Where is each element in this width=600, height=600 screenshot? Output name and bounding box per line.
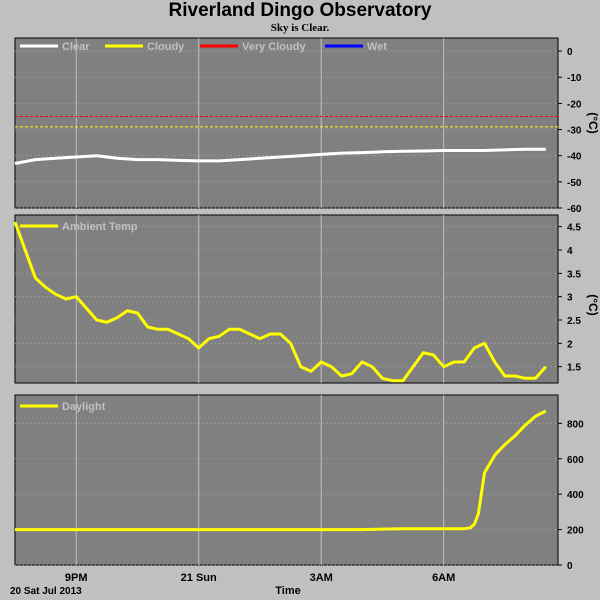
- y-tick-label: 3: [567, 293, 573, 304]
- sky-plot-area: [14, 37, 559, 209]
- sky-grid: [15, 38, 558, 209]
- y-tick-label: -30: [567, 126, 582, 137]
- y-tick-label: 4: [567, 246, 573, 257]
- y-tick-label: -20: [567, 99, 582, 110]
- y-tick-label: 3.5: [567, 269, 581, 280]
- y-tick-label: 0: [567, 47, 573, 58]
- series-line-daylight: [15, 409, 547, 532]
- ambient-unit-label: (°C): [586, 294, 600, 315]
- legend-wet-label: Wet: [367, 41, 387, 53]
- y-tick-label: -10: [567, 73, 582, 84]
- sky-status-subtitle: Sky is Clear.: [270, 22, 330, 34]
- x-tick-6am: 6AM: [432, 572, 455, 584]
- page-title: Riverland Dingo Observatory: [168, 0, 432, 21]
- ambient-y-ticks: 1.5 2 2.5 3 3.5 4 4.5: [558, 223, 581, 374]
- legend-cloudy-label: Cloudy: [147, 41, 185, 53]
- sky-temperature-chart: Clear Cloudy Very Cloudy Wet 0 -10 -20 -30 -…: [14, 37, 600, 215]
- daylight-plot-area: [14, 394, 559, 566]
- legend-clear-label: Clear: [62, 41, 90, 53]
- daylight-chart: Daylight 0 200 400 600 800: [14, 394, 584, 572]
- ambient-grid: [15, 215, 558, 383]
- y-tick-label: 1.5: [567, 363, 581, 374]
- y-tick-label: 400: [567, 490, 584, 501]
- x-tick-21-sun: 21 Sun: [181, 572, 217, 584]
- y-tick-label: 0: [567, 561, 573, 572]
- ambient-legend: Ambient Temp: [20, 221, 138, 233]
- ambient-temperature-chart: Ambient Temp 1.5 2 2.5 3 3.5 4 4.5 (°C): [13, 214, 600, 384]
- y-tick-label: 600: [567, 455, 584, 466]
- y-tick-label: -60: [567, 204, 582, 215]
- y-tick-label: -40: [567, 152, 582, 163]
- ambient-plot-area: [14, 214, 559, 384]
- y-tick-label: 200: [567, 526, 584, 537]
- time-axis: 9PM 21 Sun 3AM 6AM 20 Sat Jul 2013 Time: [10, 572, 455, 597]
- series-line-ambient-temp: [13, 221, 547, 383]
- daylight-y-ticks: 0 200 400 600 800: [558, 419, 584, 572]
- legend-very-cloudy-label: Very Cloudy: [242, 41, 306, 53]
- daylight-legend: Daylight: [20, 401, 106, 413]
- y-tick-label: 4.5: [567, 223, 581, 234]
- date-label: 20 Sat Jul 2013: [10, 586, 82, 597]
- sky-legend: Clear Cloudy Very Cloudy Wet: [20, 41, 387, 53]
- y-tick-label: 2: [567, 339, 573, 350]
- y-tick-label: 800: [567, 419, 584, 430]
- series-line-clear: [14, 147, 546, 165]
- y-tick-label: -50: [567, 178, 582, 189]
- x-axis-label: Time: [275, 585, 300, 597]
- sky-y-ticks: 0 -10 -20 -30 -40 -50 -60: [558, 47, 582, 215]
- legend-daylight-label: Daylight: [62, 401, 106, 413]
- x-tick-3am: 3AM: [310, 572, 333, 584]
- x-tick-9pm: 9PM: [65, 572, 88, 584]
- sky-unit-label: (°C): [586, 112, 600, 133]
- y-tick-label: 2.5: [567, 316, 581, 327]
- legend-ambient-label: Ambient Temp: [62, 221, 138, 233]
